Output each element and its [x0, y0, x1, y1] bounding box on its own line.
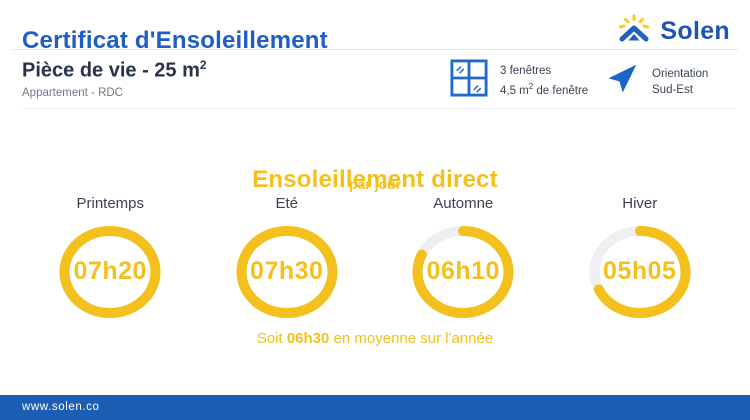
sunshine-ring: 06h10 — [407, 220, 519, 324]
page-title: Certificat d'Ensoleillement — [22, 27, 328, 55]
rings-grid: Printemps 07h20 Eté 07h30 Automne — [22, 195, 728, 324]
season-gauge: Eté 07h30 — [199, 195, 376, 324]
season-gauge: Automne 06h10 — [375, 195, 552, 324]
ring-value: 06h10 — [426, 256, 500, 285]
sunshine-title: Ensoleillement direct — [252, 165, 498, 193]
orientation-label: Orientation — [652, 67, 709, 80]
ring-chart — [236, 225, 338, 319]
sunshine-ring: 05h05 — [584, 220, 696, 324]
header-divider — [12, 49, 738, 50]
season-label: Eté — [275, 195, 298, 212]
season-label: Printemps — [76, 195, 145, 212]
footer-website-link[interactable]: www.solen.co — [22, 401, 100, 413]
ring-chart — [589, 226, 691, 318]
ring-value: 05h05 — [603, 256, 677, 285]
season-label: Automne — [433, 195, 494, 212]
sun-house-icon — [616, 13, 652, 50]
ring-value: 07h20 — [73, 256, 147, 285]
room-subtitle: Appartement - RDC — [22, 87, 123, 99]
footer-bar: www.solen.co — [0, 395, 750, 420]
solen-logo: Solen — [616, 13, 730, 50]
window-icon — [450, 59, 488, 102]
windows-count: 3 fenêtres — [500, 64, 552, 77]
room-area-superscript: 2 — [199, 58, 207, 72]
yearly-average: Soit 06h30 en moyenne sur l'année — [256, 330, 494, 347]
season-gauge: Printemps 07h20 — [22, 195, 199, 324]
room-title: Pièce de vie - 25 m2 — [22, 58, 207, 82]
compass-arrow-icon — [604, 61, 640, 102]
orientation-text: Orientation Sud-Est — [652, 66, 708, 98]
season-label: Hiver — [622, 195, 658, 212]
windows-info: 3 fenêtres 4,5 m2 de fenêtre — [450, 59, 588, 102]
sunshine-ring: 07h20 — [54, 220, 166, 324]
sunshine-ring: 07h30 — [231, 220, 343, 324]
ring-chart — [412, 226, 514, 318]
info-divider — [22, 108, 736, 109]
windows-text: 3 fenêtres 4,5 m2 de fenêtre — [500, 63, 588, 99]
average-value: 06h30 — [286, 330, 330, 347]
season-gauge: Hiver 05h05 — [552, 195, 729, 324]
orientation-info: Orientation Sud-Est — [604, 61, 708, 102]
brand-name: Solen — [660, 17, 730, 45]
windows-area: 4,5 m2 de fenêtre — [500, 81, 589, 97]
ring-chart — [59, 225, 161, 319]
orientation-value: Sud-Est — [652, 83, 693, 96]
sunshine-subtitle: par jour — [348, 176, 402, 192]
ring-value: 07h30 — [250, 256, 324, 285]
